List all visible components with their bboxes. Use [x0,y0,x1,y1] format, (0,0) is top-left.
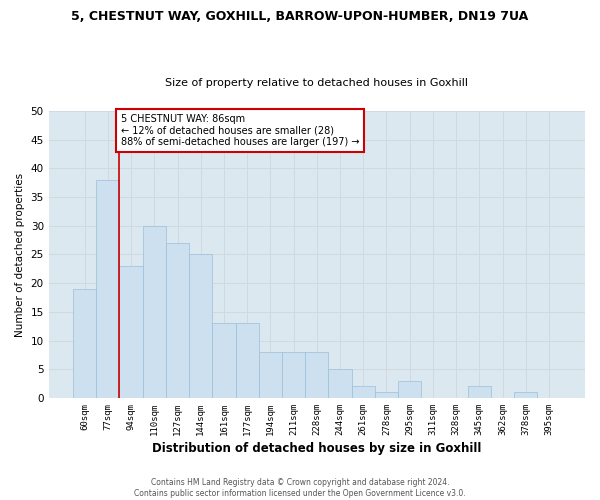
Bar [514,392,538,398]
Title: Size of property relative to detached houses in Goxhill: Size of property relative to detached ho… [166,78,469,88]
Text: Contains HM Land Registry data © Crown copyright and database right 2024.
Contai: Contains HM Land Registry data © Crown c… [134,478,466,498]
Bar [166,243,189,398]
Bar [468,386,491,398]
Bar [328,369,352,398]
Bar [212,324,236,398]
Y-axis label: Number of detached properties: Number of detached properties [15,172,25,336]
Bar [375,392,398,398]
Bar [143,226,166,398]
Bar [73,289,96,398]
Bar [96,180,119,398]
Bar [305,352,328,398]
Text: 5, CHESTNUT WAY, GOXHILL, BARROW-UPON-HUMBER, DN19 7UA: 5, CHESTNUT WAY, GOXHILL, BARROW-UPON-HU… [71,10,529,23]
Bar [398,380,421,398]
X-axis label: Distribution of detached houses by size in Goxhill: Distribution of detached houses by size … [152,442,482,455]
Bar [282,352,305,398]
Bar [119,266,143,398]
Text: 5 CHESTNUT WAY: 86sqm
← 12% of detached houses are smaller (28)
88% of semi-deta: 5 CHESTNUT WAY: 86sqm ← 12% of detached … [121,114,359,147]
Bar [259,352,282,398]
Bar [189,254,212,398]
Bar [352,386,375,398]
Bar [236,324,259,398]
